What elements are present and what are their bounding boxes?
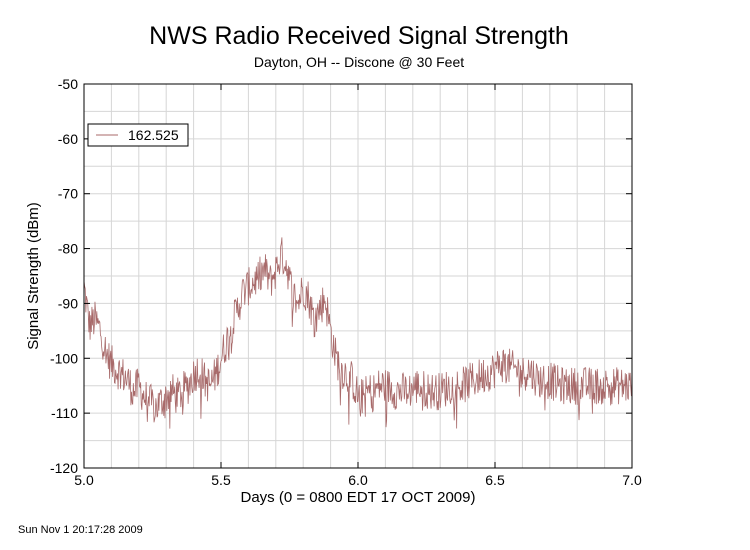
y-tick-label: -70: [58, 186, 78, 202]
x-tick-label: 6.5: [485, 472, 505, 488]
legend-label: 162.525: [128, 127, 179, 143]
series-line-0: [83, 237, 633, 429]
series-layer: [83, 237, 633, 429]
chart-subtitle: Dayton, OH -- Discone @ 30 Feet: [253, 54, 465, 70]
y-tick-label: -60: [58, 131, 78, 147]
y-tick-label: -50: [58, 76, 78, 92]
timestamp: Sun Nov 1 20:17:28 2009: [18, 524, 143, 536]
y-tick-label: -110: [51, 405, 78, 421]
y-axis-label: Signal Strength (dBm): [25, 202, 42, 350]
legend: 162.525: [87, 123, 189, 147]
x-tick-label: 7.0: [622, 472, 642, 488]
chart-title: NWS Radio Received Signal Strength: [149, 22, 569, 50]
y-tick-label: -100: [50, 350, 78, 366]
y-tick-label: -90: [58, 295, 78, 311]
x-tick-label: 6.0: [348, 472, 368, 488]
y-tick-label: -120: [50, 460, 78, 476]
x-axis-label: Days (0 = 0800 EDT 17 OCT 2009): [241, 489, 476, 506]
x-tick-label: 5.5: [211, 472, 231, 488]
y-tick-label: -80: [58, 241, 78, 257]
x-tick-label: 5.0: [74, 472, 94, 488]
legend-box: [87, 123, 189, 147]
